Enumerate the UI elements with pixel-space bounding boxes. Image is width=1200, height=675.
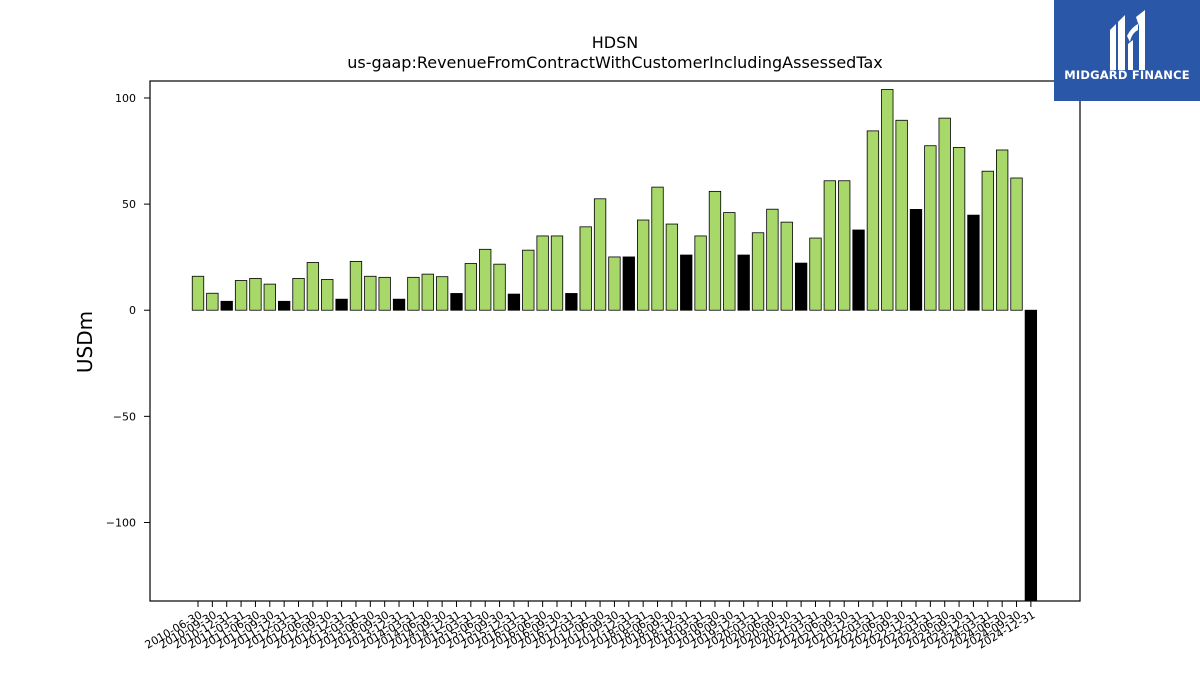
bar-2021-09-30 xyxy=(838,180,851,311)
bar-2019-06-30 xyxy=(708,190,722,311)
bar-2024-06-30 xyxy=(996,149,1009,311)
y-tick-label: −100 xyxy=(106,516,136,529)
bar-2017-06-30 xyxy=(593,198,607,311)
bar-2012-12-31 xyxy=(335,298,348,311)
midgard-finance-logo: MIDGARD FINANCE xyxy=(1054,0,1200,101)
bar-2017-03-31 xyxy=(579,226,592,311)
bar-2012-06-30 xyxy=(306,262,320,311)
bar-2023-12-31 xyxy=(967,214,980,311)
bar-2018-12-31 xyxy=(680,254,693,311)
bar-2013-12-31 xyxy=(392,298,406,311)
bar-2015-03-31 xyxy=(464,263,477,311)
bar-2016-03-31 xyxy=(522,249,535,311)
bar-2010-12-31 xyxy=(220,300,233,311)
bar-2011-09-30 xyxy=(263,283,276,311)
logo-text: MIDGARD FINANCE xyxy=(1064,68,1190,82)
bar-2024-03-31 xyxy=(981,170,994,311)
bar-2016-06-30 xyxy=(536,235,549,311)
bar-2014-12-31 xyxy=(450,293,463,311)
bar-2022-06-30 xyxy=(881,89,894,311)
bar-2016-12-31 xyxy=(565,293,578,311)
bar-2018-06-30 xyxy=(651,186,664,311)
bar-2020-06-30 xyxy=(766,208,779,311)
bar-2019-12-31 xyxy=(737,254,750,311)
bar-2024-09-30 xyxy=(1010,177,1023,311)
y-ticks-group: −100 −50 0 50 100 xyxy=(106,92,150,529)
bar-2023-06-30 xyxy=(938,117,951,311)
bar-2022-09-30 xyxy=(895,119,908,311)
plot-frame xyxy=(149,80,1081,602)
bar-2016-09-30 xyxy=(550,235,564,311)
bar-2011-12-31 xyxy=(278,300,291,311)
x-ticks-group: 2010-06-302010-09-302010-12-312011-03-31… xyxy=(143,601,1037,652)
bar-2011-06-30 xyxy=(249,277,262,311)
bar-2015-06-30 xyxy=(479,248,492,311)
y-tick-label: 100 xyxy=(115,92,136,105)
bar-2015-12-31 xyxy=(507,293,521,311)
bar-2023-09-30 xyxy=(952,147,966,311)
bar-2018-09-30 xyxy=(665,223,679,311)
bar-2020-12-31 xyxy=(794,262,808,311)
bar-2021-03-31 xyxy=(809,237,822,311)
bar-2021-06-30 xyxy=(823,180,836,311)
bar-2012-09-30 xyxy=(321,279,334,311)
bar-2015-09-30 xyxy=(493,263,506,311)
bar-2021-12-31 xyxy=(852,229,865,311)
bar-2020-09-30 xyxy=(780,221,793,311)
bar-2012-03-31 xyxy=(292,277,305,311)
bar-2024-12-31 xyxy=(1024,309,1038,602)
bar-2018-03-31 xyxy=(637,219,650,311)
y-axis-label: USDm xyxy=(73,311,97,373)
bar-2010-06-30 xyxy=(191,275,205,311)
chart-subtitle: us-gaap:RevenueFromContractWithCustomerI… xyxy=(347,53,882,72)
bar-2019-03-31 xyxy=(694,235,707,311)
bar-2019-09-30 xyxy=(723,212,736,311)
bars-group xyxy=(191,89,1038,602)
bar-2013-06-30 xyxy=(364,275,377,311)
bar-2013-09-30 xyxy=(378,276,391,311)
bar-2014-06-30 xyxy=(421,273,434,311)
bar-2020-03-31 xyxy=(751,232,765,311)
logo-mark-icon xyxy=(1110,10,1145,70)
y-tick-label: 50 xyxy=(122,198,136,211)
y-tick-label: 0 xyxy=(129,304,136,317)
bar-2011-03-31 xyxy=(234,280,248,311)
bar-2014-03-31 xyxy=(407,276,420,311)
bar-2013-03-31 xyxy=(349,261,363,311)
chart-title: HDSN xyxy=(592,33,638,52)
y-tick-label: −50 xyxy=(113,410,136,423)
bar-2014-09-30 xyxy=(435,276,449,311)
bar-2022-12-31 xyxy=(909,209,923,311)
bar-2017-09-30 xyxy=(608,256,621,311)
bar-2017-12-31 xyxy=(622,256,635,311)
bar-2010-09-30 xyxy=(206,292,219,311)
bar-2023-03-31 xyxy=(924,145,937,311)
bar-2022-03-31 xyxy=(866,130,880,311)
